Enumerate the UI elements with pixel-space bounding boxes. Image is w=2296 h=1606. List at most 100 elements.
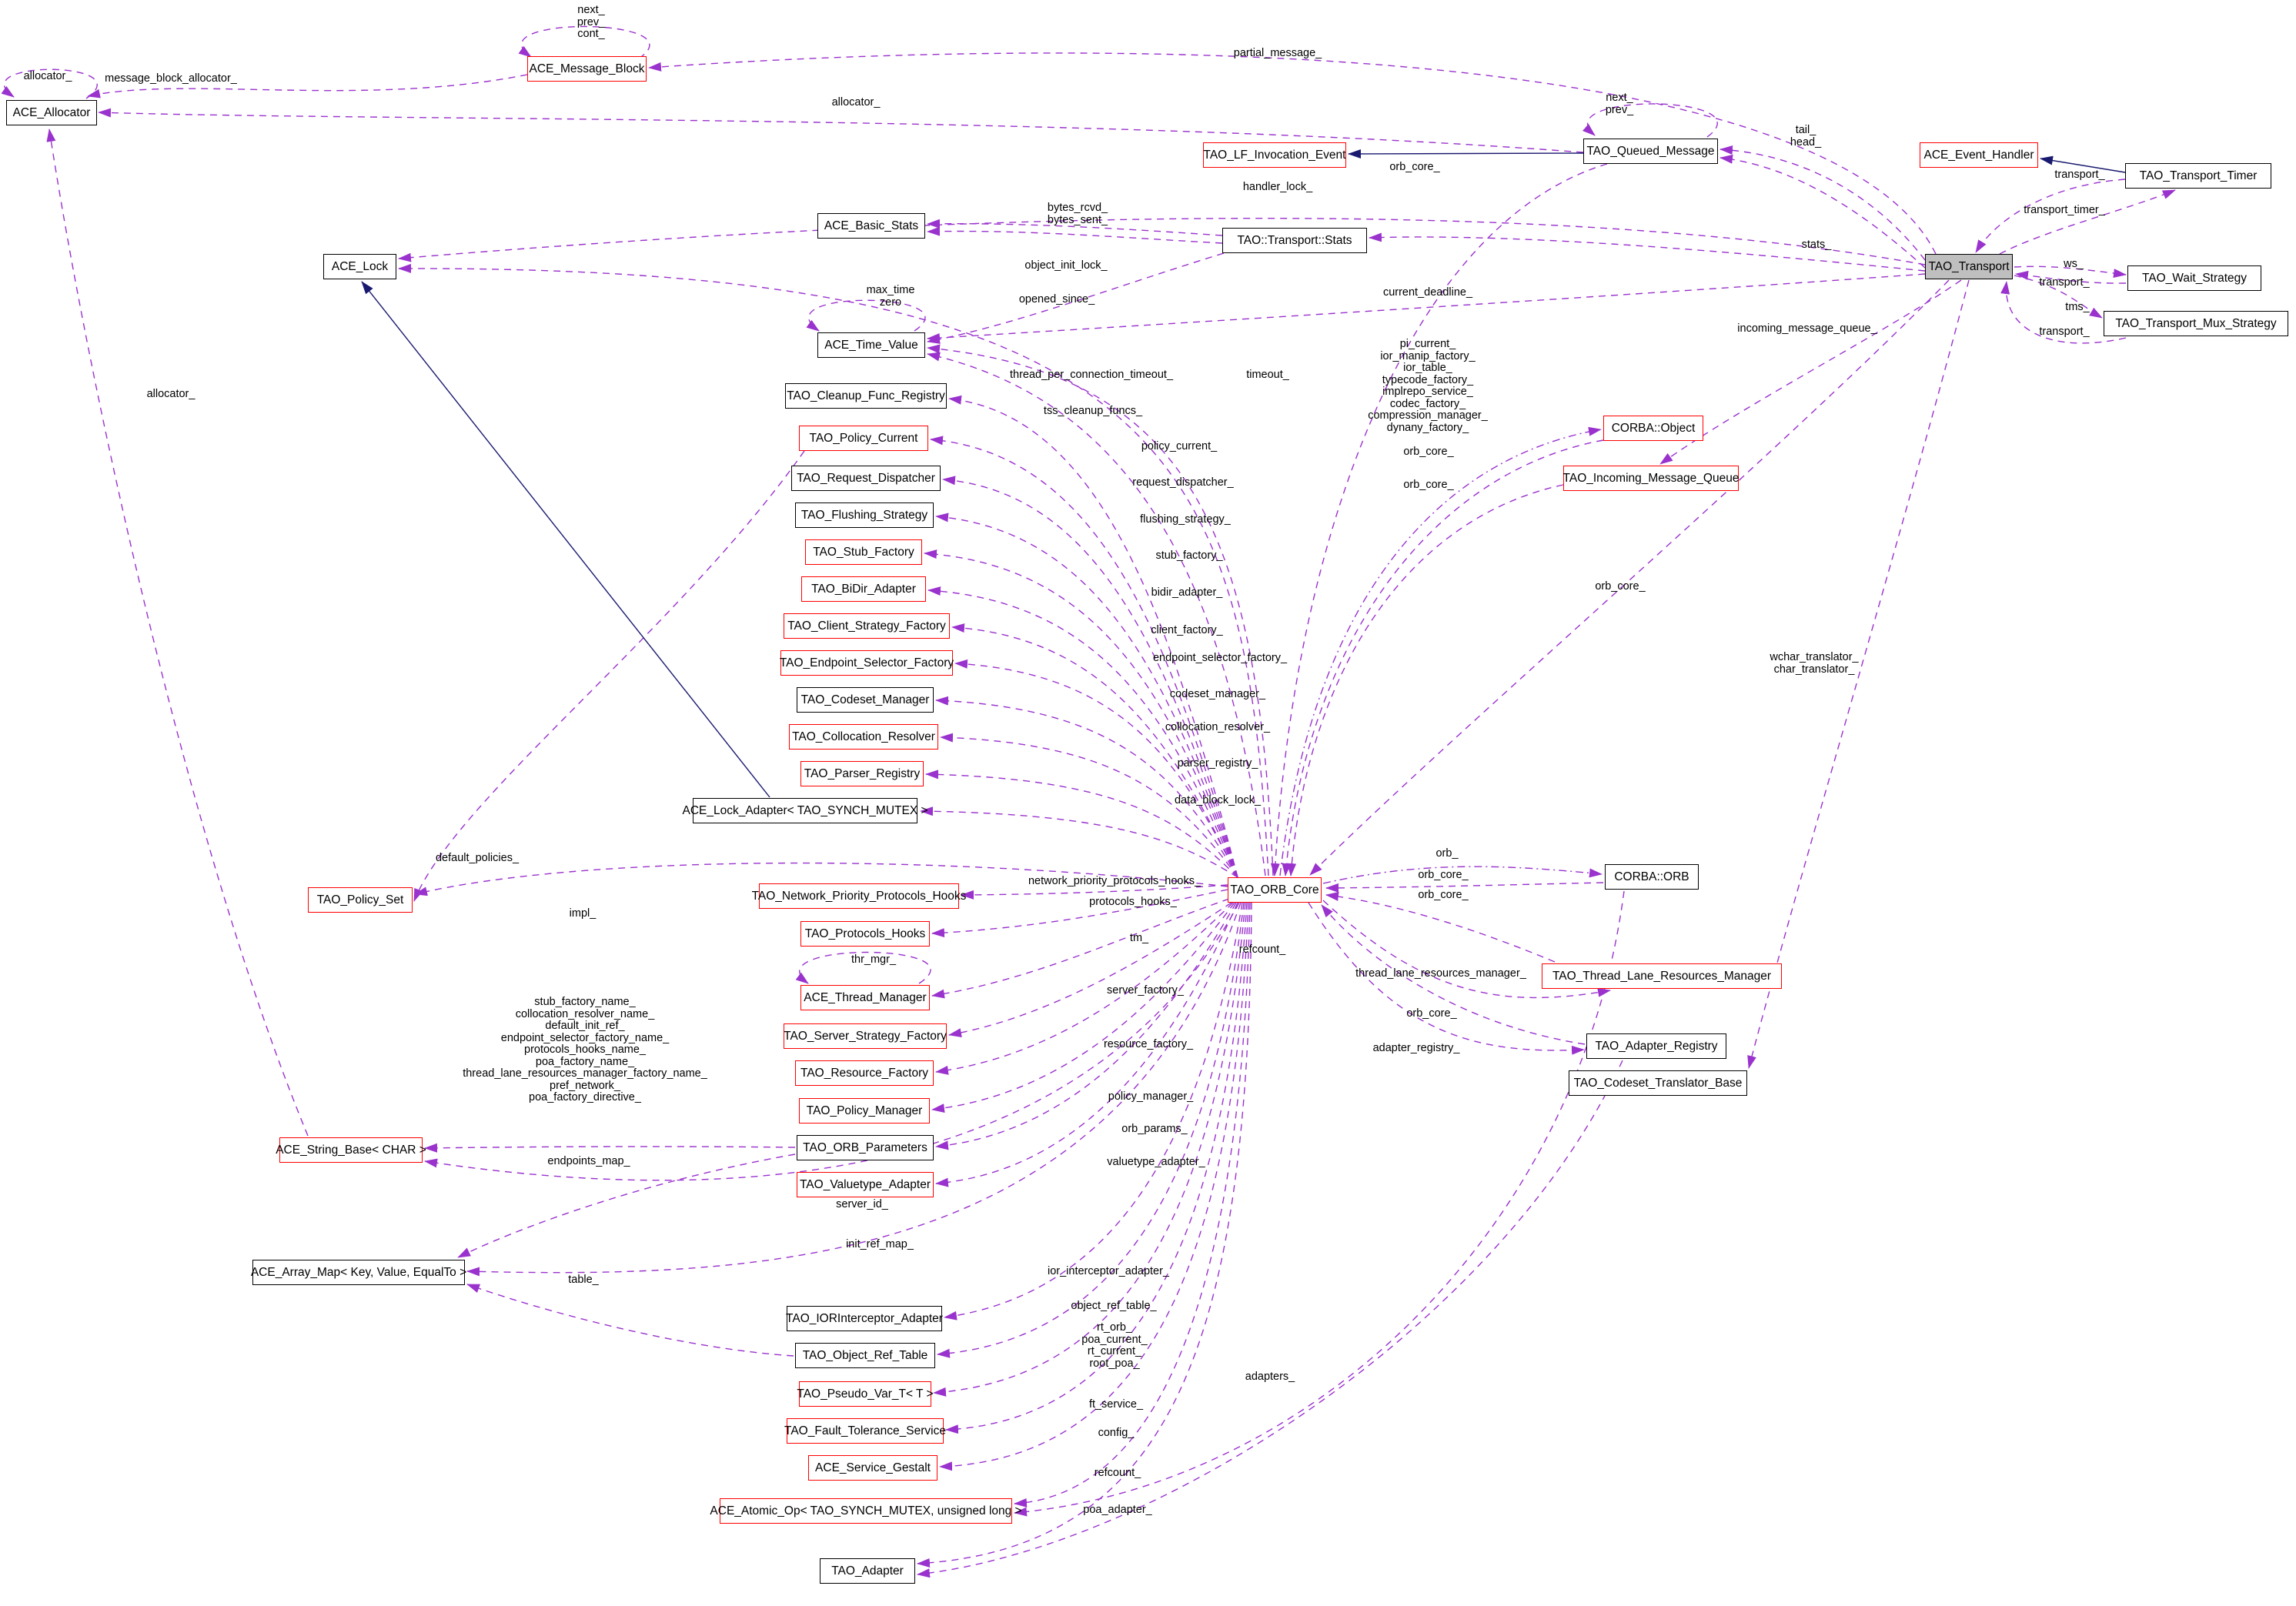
edge-tm bbox=[931, 898, 1230, 999]
class-node-timeval[interactable]: ACE_Time_Value bbox=[817, 332, 925, 358]
class-node-adapter[interactable]: TAO_Adapter bbox=[820, 1558, 915, 1584]
class-node-atomicop[interactable]: ACE_Atomic_Op< TAO_SYNCH_MUTEX, unsigned… bbox=[710, 1498, 1022, 1524]
edge-label-tss-cleanup-funcs: tss_cleanup_funcs_ bbox=[1043, 405, 1143, 417]
class-node-arrmap[interactable]: ACE_Array_Map< Key, Value, EqualTo > bbox=[251, 1260, 466, 1285]
edge-request-dispatcher bbox=[942, 476, 1238, 878]
edge-stats bbox=[1369, 232, 1926, 272]
class-node-pseudovar[interactable]: TAO_Pseudo_Var_T< T > bbox=[797, 1381, 934, 1407]
class-node-thrmgr[interactable]: ACE_Thread_Manager bbox=[800, 985, 930, 1010]
class-node-prothooks[interactable]: TAO_Protocols_Hooks bbox=[800, 921, 930, 947]
edge-label-object-ref-table: object_ref_table_ bbox=[1071, 1300, 1157, 1312]
edge-init-ref-map bbox=[466, 902, 1242, 1277]
class-node-reqdisp[interactable]: TAO_Request_Dispatcher bbox=[791, 466, 941, 491]
class-node-orbcore[interactable]: TAO_ORB_Core bbox=[1228, 877, 1322, 903]
class-node-cstb[interactable]: TAO_Codeset_Translator_Base bbox=[1569, 1070, 1747, 1096]
edge-label-bidir-adapter: bidir_adapter_ bbox=[1151, 586, 1223, 599]
edge-label-refcount-orb: refcount_ bbox=[1094, 1467, 1141, 1479]
edge-label-data-block-lock: data_block_lock_ bbox=[1174, 794, 1262, 806]
edge-corbaobj-members bbox=[1279, 426, 1602, 876]
edge-timeval-self bbox=[806, 299, 926, 332]
edge-label-allocator-long: allocator_ bbox=[831, 96, 881, 109]
edge-label-policy-current: policy_current_ bbox=[1141, 440, 1218, 452]
edge-label-ws: ws_ bbox=[2064, 258, 2084, 270]
class-node-waits[interactable]: TAO_Wait_Strategy bbox=[2127, 265, 2261, 291]
edge-label-strbase-allocator: allocator_ bbox=[146, 388, 196, 400]
edge-policy-current bbox=[930, 436, 1238, 878]
edge-label-corbaorb-orbcore: orb_core_ bbox=[1418, 869, 1469, 881]
class-node-muxs[interactable]: TAO_Transport_Mux_Strategy bbox=[2104, 311, 2288, 336]
class-node-colres[interactable]: TAO_Collocation_Resolver bbox=[789, 724, 938, 750]
class-node-endpsel[interactable]: TAO_Endpoint_Selector_Factory bbox=[780, 650, 954, 676]
edge-label-endpoints-map: endpoints_map_ bbox=[547, 1155, 630, 1167]
class-node-inqueue[interactable]: TAO_Incoming_Message_Queue bbox=[1563, 466, 1739, 491]
class-node-polcur[interactable]: TAO_Policy_Current bbox=[799, 426, 928, 451]
class-node-bidir[interactable]: TAO_BiDir_Adapter bbox=[801, 576, 926, 602]
edge-qmsg-orbcore bbox=[1270, 163, 1608, 876]
edge-label-default-policies: default_policies_ bbox=[435, 852, 520, 864]
class-node-valadpt[interactable]: TAO_Valuetype_Adapter bbox=[797, 1172, 934, 1197]
class-node-cleanup[interactable]: TAO_Cleanup_Func_Registry bbox=[785, 383, 947, 409]
edge-inherit-timer-evh bbox=[2040, 155, 2126, 173]
edge-bidir-adapter bbox=[927, 586, 1238, 878]
edge-label-tms: tms_ bbox=[2065, 301, 2090, 313]
edge-label-partial-message: partial_message_ bbox=[1233, 47, 1322, 59]
class-node-polset[interactable]: TAO_Policy_Set bbox=[308, 887, 413, 913]
edge-label-stub-factory: stub_factory_ bbox=[1155, 549, 1223, 562]
class-node-tlrm[interactable]: TAO_Thread_Lane_Resources_Manager bbox=[1542, 963, 1782, 989]
class-node-orbparams[interactable]: TAO_ORB_Parameters bbox=[797, 1135, 934, 1160]
class-node-msgblock[interactable]: ACE_Message_Block bbox=[527, 56, 647, 82]
edge-label-qmsg-orbcore: orb_core_ bbox=[1389, 161, 1440, 173]
edge-message-block-allocator bbox=[87, 74, 528, 98]
edge-handler-lock bbox=[398, 218, 1926, 265]
class-node-ftsvc[interactable]: TAO_Fault_Tolerance_Service bbox=[784, 1418, 946, 1444]
class-node-lfinv[interactable]: TAO_LF_Invocation_Event bbox=[1203, 142, 1346, 168]
class-node-basicstats[interactable]: ACE_Basic_Stats bbox=[817, 213, 925, 239]
class-node-corbaorb[interactable]: CORBA::ORB bbox=[1605, 864, 1699, 890]
edge-refcount-orb bbox=[1014, 890, 1625, 1517]
class-node-lockadpt[interactable]: ACE_Lock_Adapter< TAO_SYNCH_MUTEX > bbox=[682, 798, 928, 823]
class-node-acelock[interactable]: ACE_Lock bbox=[323, 254, 396, 279]
edge-tlrm-orbcore bbox=[1325, 891, 1556, 963]
edge-corbaorb-orbcore bbox=[1325, 882, 1604, 893]
edge-label-msgblock-self: next_ prev_ cont_ bbox=[577, 4, 606, 40]
edge-collocation-resolver bbox=[940, 733, 1238, 878]
class-node-ttimer[interactable]: TAO_Transport_Timer bbox=[2125, 163, 2271, 189]
class-node-corbaobj[interactable]: CORBA::Object bbox=[1603, 416, 1703, 441]
edge-label-init-ref-map: init_ref_map_ bbox=[846, 1238, 914, 1250]
class-node-netprio[interactable]: TAO_Network_Priority_Protocols_Hooks bbox=[752, 883, 966, 909]
class-node-stubf[interactable]: TAO_Stub_Factory bbox=[805, 539, 922, 565]
edge-ior-interceptor-adapter bbox=[944, 902, 1243, 1321]
edge-endpoint-selector-factory bbox=[954, 659, 1238, 878]
class-node-allocator[interactable]: ACE_Allocator bbox=[6, 100, 97, 125]
class-node-clientsf[interactable]: TAO_Client_Strategy_Factory bbox=[784, 613, 950, 639]
class-node-strbase[interactable]: ACE_String_Base< CHAR > bbox=[276, 1137, 426, 1163]
edge-transport-timer bbox=[1999, 189, 2176, 255]
class-node-qmsg[interactable]: TAO_Queued_Message bbox=[1583, 139, 1718, 164]
edge-adapter-registry bbox=[1308, 902, 1585, 1055]
edge-label-opened-since: opened_since_ bbox=[1018, 293, 1095, 306]
class-node-evh[interactable]: ACE_Event_Handler bbox=[1920, 142, 2038, 168]
class-node-adptreg[interactable]: TAO_Adapter_Registry bbox=[1586, 1033, 1726, 1059]
edge-label-timeval-self: max_time zero bbox=[866, 284, 915, 309]
edge-label-bytes-rcvd: bytes_rcvd_ bytes_sent_ bbox=[1047, 202, 1108, 226]
edge-orb bbox=[1322, 866, 1603, 884]
class-node-iorint[interactable]: TAO_IORInterceptor_Adapter bbox=[786, 1306, 943, 1331]
class-node-codesetm[interactable]: TAO_Codeset_Manager bbox=[797, 687, 934, 713]
edge-label-resource-factory: resource_factory_ bbox=[1103, 1038, 1194, 1050]
edge-valuetype-adapter bbox=[935, 902, 1238, 1187]
class-node-objref[interactable]: TAO_Object_Ref_Table bbox=[795, 1343, 935, 1368]
class-node-ssf[interactable]: TAO_Server_Strategy_Factory bbox=[784, 1023, 947, 1049]
edge-impl bbox=[413, 450, 805, 902]
class-node-svcgestalt[interactable]: ACE_Service_Gestalt bbox=[808, 1455, 937, 1481]
edge-bytes-sent bbox=[927, 226, 1223, 244]
class-node-parserreg[interactable]: TAO_Parser_Registry bbox=[800, 761, 924, 786]
class-node-flush[interactable]: TAO_Flushing_Strategy bbox=[795, 503, 934, 528]
edge-orbparams-strings bbox=[424, 1143, 796, 1153]
class-node-tstats[interactable]: TAO::Transport::Stats bbox=[1222, 228, 1367, 253]
edge-data-block-lock bbox=[920, 806, 1238, 878]
class-node-polmgr[interactable]: TAO_Policy_Manager bbox=[799, 1098, 930, 1124]
class-node-transport[interactable]: TAO_Transport bbox=[1925, 254, 2013, 279]
edge-bytes-rcvd bbox=[927, 219, 1223, 236]
edge-label-network-priority-protocols-hooks: network_priority_protocols_hooks_ bbox=[1028, 875, 1201, 887]
class-node-resf[interactable]: TAO_Resource_Factory bbox=[795, 1060, 934, 1086]
